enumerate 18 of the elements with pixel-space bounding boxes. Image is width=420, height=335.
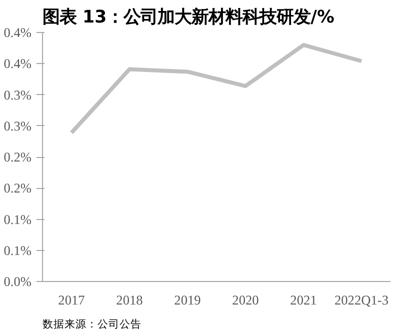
y-tick-label: 0.1% [4,242,32,258]
source-note: 数据来源：公司公告 [42,318,142,330]
x-tick-label: 2017 [58,292,86,308]
y-tick-label: 0.1% [4,212,32,227]
y-tick-label: 0.3% [4,87,32,102]
x-tick-label: 2019 [174,292,202,308]
y-tick-label: 0.3% [4,118,32,134]
chart-title: 图表 13：公司加大新材料科技研发/% [42,8,334,28]
y-tick-label: 0.0% [4,274,32,289]
y-tick-label: 0.2% [4,180,32,196]
x-tick-label: 2018 [116,292,144,308]
x-tick-label: 2022Q1-3 [334,292,389,308]
line-series [70,42,364,135]
y-tick-label: 0.2% [4,150,32,164]
x-tick-label: 2020 [232,292,260,308]
y-tick-label: 0.4% [4,56,32,72]
y-tick-label: 0.4% [4,25,32,40]
x-tick-label: 2021 [290,292,317,308]
